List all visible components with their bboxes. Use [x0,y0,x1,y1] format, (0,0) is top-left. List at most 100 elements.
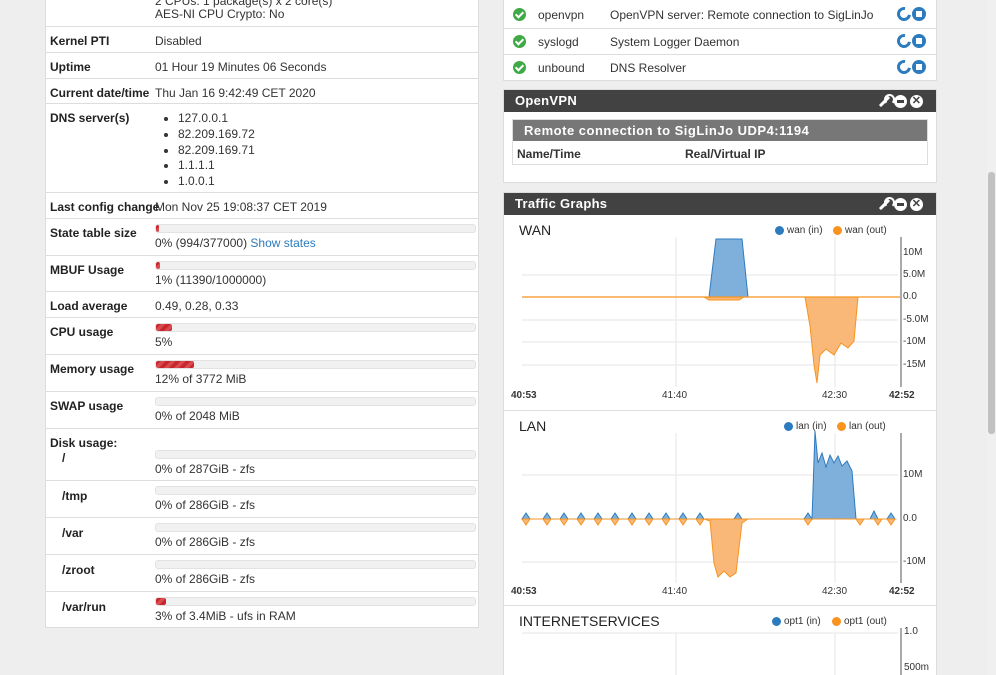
inet-chart-svg [522,628,902,675]
service-actions [894,57,926,77]
dns-item: 127.0.0.1 [178,111,255,127]
y-tick: 5.0M [903,269,926,280]
dns-list: 127.0.0.1 82.209.169.72 82.209.169.71 1.… [174,111,255,190]
minimize-icon[interactable] [894,94,907,108]
wan-chart-svg [522,237,902,387]
legend-in[interactable]: wan (in) [775,225,823,236]
service-description: System Logger Daemon [610,35,740,49]
disk-value: 0% of 286GiB - zfs [155,498,256,512]
y-tick: -10M [903,336,926,347]
legend-label: wan (in) [787,225,823,236]
legend-label: lan (in) [796,421,827,432]
show-states-link[interactable]: Show states [250,236,316,250]
uptime-value: 01 Hour 19 Minutes 06 Seconds [155,60,327,74]
col-ip: Real/Virtual IP [685,147,766,161]
y-tick: 0.0 [903,291,917,302]
stop-icon[interactable] [912,60,926,74]
service-name: unbound [538,61,585,75]
y-tick: 0.0 [903,513,917,524]
legend-out[interactable]: wan (out) [833,225,887,236]
legend-label: wan (out) [845,225,887,236]
restart-icon[interactable] [894,57,914,77]
disk-mount: /zroot [62,563,95,577]
restart-icon[interactable] [894,31,914,51]
legend-dot [833,226,842,235]
service-row: unbound DNS Resolver [504,54,936,80]
y-tick: -5.0M [903,314,929,325]
service-actions [894,4,926,24]
openvpn-columns: Name/Time Real/Virtual IP [513,141,927,165]
internetservices-graph: INTERNETSERVICES opt1 (in) opt1 (out) 1.… [504,605,936,675]
services-panel: openvpn OpenVPN server: Remote connectio… [503,0,937,81]
cpu-value: 5% [155,335,173,349]
running-check-icon [513,8,526,21]
state-label: State table size [50,226,137,240]
memory-label: Memory usage [50,362,135,376]
swap-row: SWAP usage 0% of 2048 MiB [46,391,478,428]
x-tick: 41:40 [662,390,688,401]
close-icon[interactable]: ✕ [910,94,923,108]
traffic-title: Traffic Graphs [515,196,608,211]
page-scrollbar[interactable] [987,0,996,675]
restart-icon[interactable] [894,4,914,24]
disk-mount: /var/run [62,600,107,614]
wrench-icon[interactable] [877,94,895,108]
state-progress-bar [155,224,476,233]
date-value: Thu Jan 16 9:42:49 CET 2020 [155,86,316,100]
date-label: Current date/time [50,86,150,100]
minimize-icon[interactable] [894,197,907,211]
cpu-type-row: 2 CPUs: 1 package(s) x 2 core(s) AES-NI … [46,0,478,26]
disk-bar-fill [156,598,166,605]
lan-graph: LAN lan (in) lan (out) 10M 0.0 -10M 40:5… [504,410,936,605]
disk-zroot-row: /zroot 0% of 286GiB - zfs [46,554,478,591]
legend-label: opt1 (in) [784,616,821,627]
service-description: DNS Resolver [610,61,687,75]
x-tick: 40:53 [511,390,537,401]
wrench-icon[interactable] [877,197,895,211]
disk-progress-bar [155,560,476,569]
memory-bar-fill [156,361,195,368]
legend-in[interactable]: opt1 (in) [772,616,821,627]
cpu-label: CPU usage [50,325,114,339]
panel-controls: ✕ [877,197,923,211]
cpu-type-line2: AES-NI CPU Crypto: No [155,7,285,21]
openvpn-server-title: Remote connection to SigLinJo UDP4:1194 [513,120,927,141]
y-tick: 10M [903,469,923,480]
disk-mount: / [62,451,66,465]
kernel-pti-row: Kernel PTI Disabled [46,26,478,52]
mbuf-progress-bar [155,261,476,270]
x-tick: 40:53 [511,586,537,597]
config-value: Mon Nov 25 19:08:37 CET 2019 [155,200,327,214]
state-bar-fill [156,225,160,232]
dns-row: DNS server(s) 127.0.0.1 82.209.169.72 82… [46,103,478,192]
state-table-row: State table size 0% (994/377000) Show st… [46,218,478,255]
disk-label: Disk usage: [50,436,118,450]
config-label: Last config change [50,200,160,214]
lan-graph-title: LAN [519,418,547,434]
wan-graph: WAN wan (in) wan (out) 10M 5.0M 0.0 -5.0… [504,215,936,410]
close-icon[interactable]: ✕ [910,197,923,211]
service-name: syslogd [538,35,579,49]
mbuf-value: 1% (11390/1000000) [155,273,267,287]
disk-mount: /tmp [62,489,88,503]
legend-out[interactable]: lan (out) [837,421,886,432]
service-row: syslogd System Logger Daemon [504,28,936,54]
cpu-type-line1: 2 CPUs: 1 package(s) x 2 core(s) [155,0,333,8]
legend-dot [772,617,781,626]
scrollbar-thumb[interactable] [988,172,995,434]
legend-label: opt1 (out) [844,616,887,627]
stop-icon[interactable] [912,7,926,21]
disk-progress-bar [155,523,476,532]
disk-value: 0% of 286GiB - zfs [155,535,256,549]
stop-icon[interactable] [912,34,926,48]
legend-out[interactable]: opt1 (out) [832,616,887,627]
dns-item: 1.0.0.1 [178,174,255,190]
memory-row: Memory usage 12% of 3772 MiB [46,354,478,391]
dns-item: 1.1.1.1 [178,158,255,174]
legend-in[interactable]: lan (in) [784,421,827,432]
disk-root-row: Disk usage: / 0% of 287GiB - zfs [46,428,478,480]
system-information-panel: 2 CPUs: 1 package(s) x 2 core(s) AES-NI … [45,0,479,628]
disk-tmp-row: /tmp 0% of 286GiB - zfs [46,480,478,517]
lan-chart-svg [521,430,902,583]
config-row: Last config change Mon Nov 25 19:08:37 C… [46,192,478,218]
